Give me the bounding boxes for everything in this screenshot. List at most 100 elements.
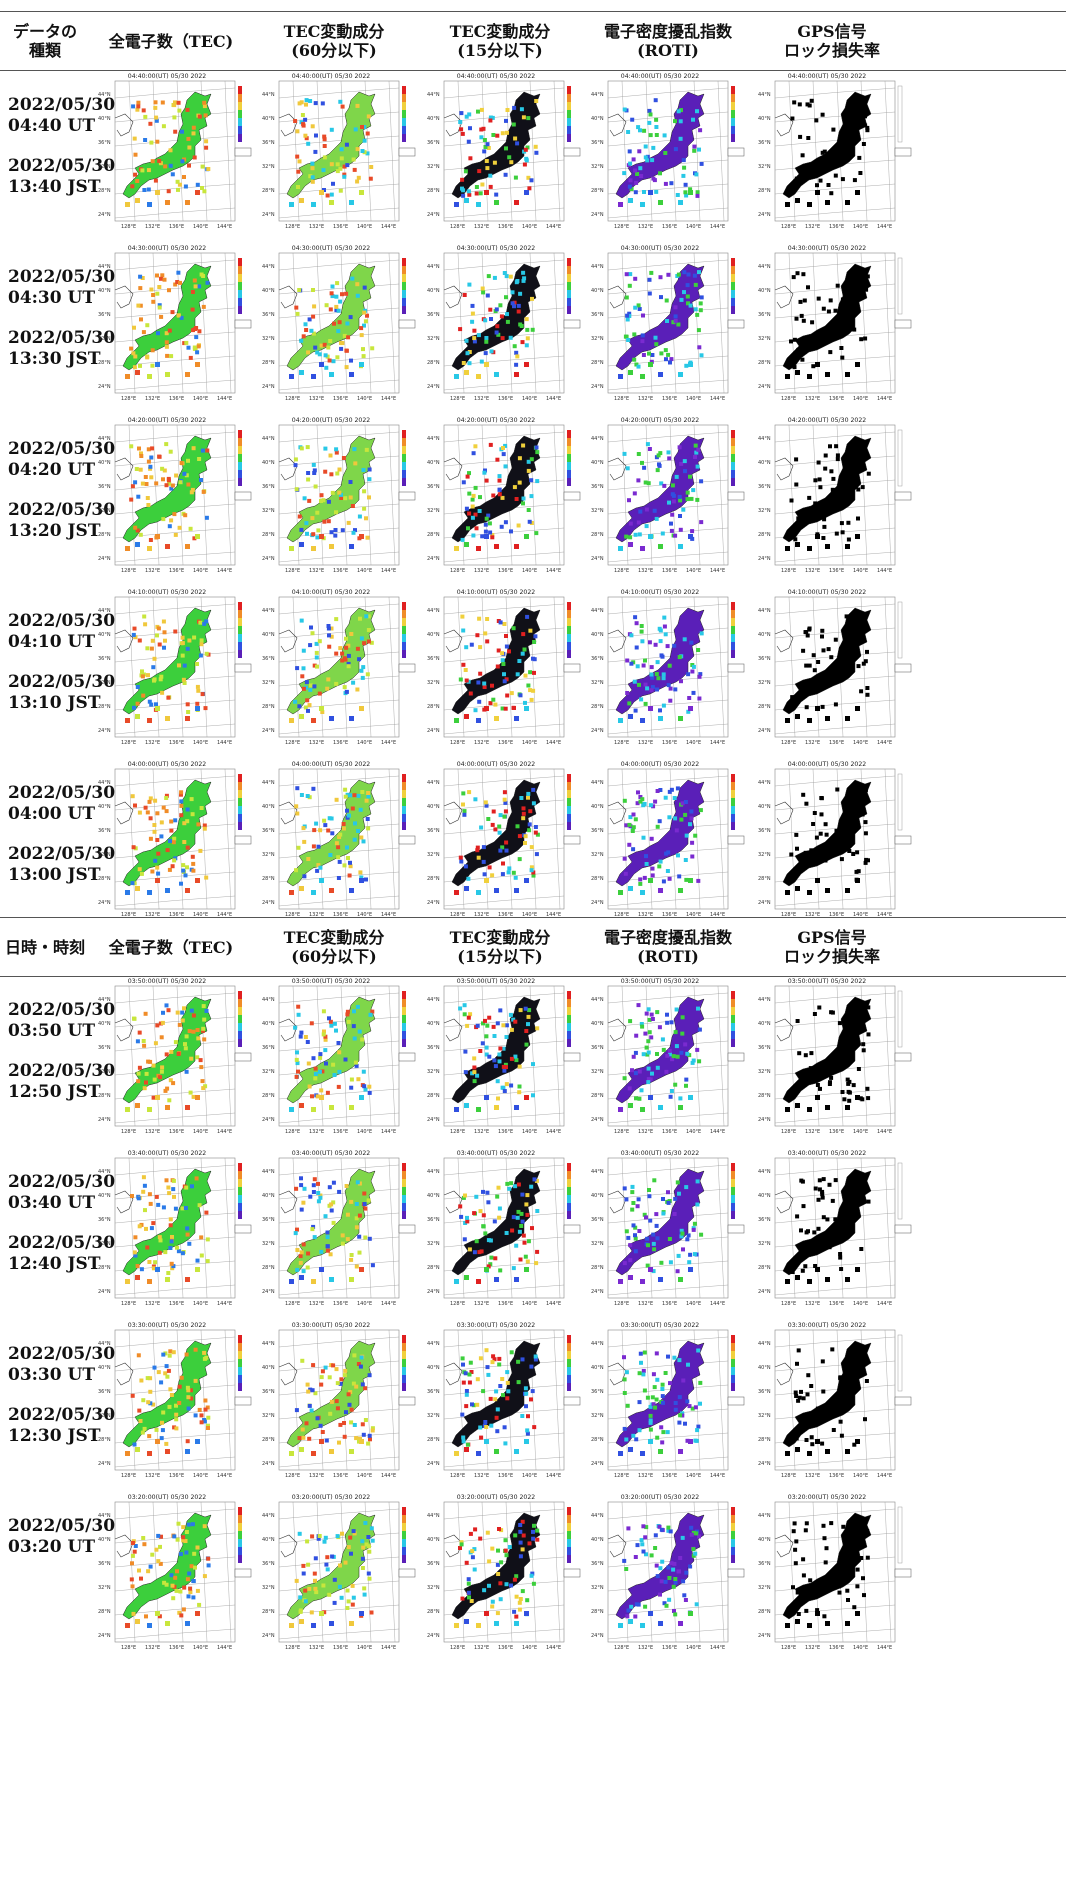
longitude-label: 144°E [546, 740, 561, 746]
latitude-label: 44°N [591, 608, 604, 614]
longitude-label: 140°E [853, 224, 868, 230]
longitude-label: 140°E [357, 568, 372, 574]
latitude-label: 28°N [262, 188, 275, 194]
map-dtec60: 04:30:00(UT) 05/30 2022 44°N 40°N 36°N 32°N 2… [259, 242, 419, 418]
longitude-label: 136°E [333, 1473, 348, 1479]
longitude-label: 132°E [309, 1129, 324, 1135]
latitude-label: 44°N [262, 264, 275, 270]
map-roti: 04:40:00(UT) 05/30 2022 44°N 40°N 36°N 32°N 2… [588, 70, 748, 246]
latitude-label: 32°N [591, 1413, 604, 1419]
latitude-label: 36°N [98, 1561, 111, 1567]
latitude-label: 44°N [591, 1341, 604, 1347]
longitude-label: 128°E [614, 912, 629, 918]
column-header: TEC変動成分 (60分以下) [283, 928, 385, 966]
longitude-label: 136°E [333, 224, 348, 230]
utc-time: 04:30 UT [8, 288, 95, 308]
latitude-label: 24°N [591, 384, 604, 390]
longitude-label: 136°E [498, 1301, 513, 1307]
latitude-label: 44°N [427, 1513, 440, 1519]
map-title: 03:20:00(UT) 05/30 2022 [292, 1494, 371, 1501]
row-datetime-label: 2022/05/30 04:20 UT 2022/05/30 13:20 JST [8, 439, 130, 542]
longitude-label: 128°E [781, 912, 796, 918]
utc-date: 2022/05/30 [8, 1000, 116, 1020]
latitude-label: 32°N [427, 1241, 440, 1247]
map-tec: 03:30:00(UT) 05/30 2022 44°N 40°N 36°N 32°N 2… [95, 1319, 255, 1495]
longitude-label: 140°E [357, 1129, 372, 1135]
longitude-label: 144°E [877, 912, 892, 918]
map-dtec15: 04:30:00(UT) 05/30 2022 44°N 40°N 36°N 32°N 2… [424, 242, 584, 418]
latitude-label: 24°N [591, 1633, 604, 1639]
latitude-label: 36°N [758, 312, 771, 318]
latitude-label: 32°N [427, 1413, 440, 1419]
longitude-label: 128°E [121, 396, 136, 402]
map-title: 03:20:00(UT) 05/30 2022 [621, 1494, 700, 1501]
latitude-label: 36°N [262, 656, 275, 662]
longitude-label: 144°E [710, 1129, 725, 1135]
latitude-label: 44°N [591, 780, 604, 786]
jst-time: 13:20 JST [8, 521, 101, 541]
latitude-label: 28°N [98, 188, 111, 194]
map-title: 04:30:00(UT) 05/30 2022 [292, 245, 371, 252]
longitude-label: 144°E [710, 1301, 725, 1307]
longitude-label: 140°E [193, 740, 208, 746]
latitude-label: 44°N [262, 1341, 275, 1347]
latitude-label: 24°N [98, 212, 111, 218]
latitude-label: 28°N [98, 360, 111, 366]
longitude-label: 128°E [121, 1473, 136, 1479]
latitude-label: 44°N [427, 264, 440, 270]
longitude-label: 136°E [169, 396, 184, 402]
latitude-label: 40°N [262, 1021, 275, 1027]
latitude-label: 40°N [427, 460, 440, 466]
latitude-label: 40°N [427, 1193, 440, 1199]
longitude-label: 132°E [638, 912, 653, 918]
latitude-label: 40°N [98, 1193, 111, 1199]
longitude-label: 132°E [474, 740, 489, 746]
longitude-label: 140°E [853, 1129, 868, 1135]
longitude-label: 132°E [805, 1645, 820, 1651]
latitude-label: 24°N [98, 1633, 111, 1639]
latitude-label: 44°N [98, 436, 111, 442]
latitude-label: 32°N [98, 1413, 111, 1419]
map-tec: 04:40:00(UT) 05/30 2022 44°N 40°N 36°N 32°N 2… [95, 70, 255, 246]
longitude-label: 132°E [805, 740, 820, 746]
latitude-label: 40°N [427, 1365, 440, 1371]
latitude-label: 44°N [758, 1341, 771, 1347]
map-roti: 04:10:00(UT) 05/30 2022 44°N 40°N 36°N 32°N 2… [588, 586, 748, 762]
longitude-label: 132°E [474, 1473, 489, 1479]
longitude-label: 144°E [381, 1473, 396, 1479]
latitude-label: 44°N [262, 608, 275, 614]
longitude-label: 144°E [877, 224, 892, 230]
latitude-label: 24°N [591, 556, 604, 562]
longitude-label: 136°E [169, 1129, 184, 1135]
longitude-label: 136°E [333, 568, 348, 574]
utc-date: 2022/05/30 [8, 1172, 116, 1192]
longitude-label: 132°E [309, 1645, 324, 1651]
latitude-label: 28°N [262, 1265, 275, 1271]
row-datetime-label: 2022/05/30 03:50 UT 2022/05/30 12:50 JST [8, 1000, 130, 1103]
longitude-label: 136°E [662, 1645, 677, 1651]
longitude-label: 128°E [614, 224, 629, 230]
latitude-label: 44°N [758, 608, 771, 614]
longitude-label: 144°E [546, 396, 561, 402]
longitude-label: 136°E [498, 396, 513, 402]
latitude-label: 36°N [591, 1045, 604, 1051]
latitude-label: 40°N [758, 460, 771, 466]
latitude-label: 44°N [427, 997, 440, 1003]
longitude-label: 132°E [145, 1129, 160, 1135]
longitude-label: 144°E [217, 1301, 232, 1307]
longitude-label: 128°E [450, 224, 465, 230]
latitude-label: 32°N [427, 508, 440, 514]
jst-date: 2022/05/30 [8, 156, 116, 176]
longitude-label: 136°E [662, 740, 677, 746]
longitude-label: 128°E [121, 1301, 136, 1307]
latitude-label: 24°N [427, 1289, 440, 1295]
longitude-label: 128°E [121, 1129, 136, 1135]
latitude-label: 36°N [262, 1561, 275, 1567]
latitude-label: 32°N [591, 852, 604, 858]
latitude-label: 36°N [262, 1217, 275, 1223]
latitude-label: 24°N [98, 1117, 111, 1123]
latitude-label: 32°N [262, 1585, 275, 1591]
latitude-label: 44°N [98, 608, 111, 614]
utc-date: 2022/05/30 [8, 783, 116, 803]
latitude-label: 40°N [758, 1537, 771, 1543]
